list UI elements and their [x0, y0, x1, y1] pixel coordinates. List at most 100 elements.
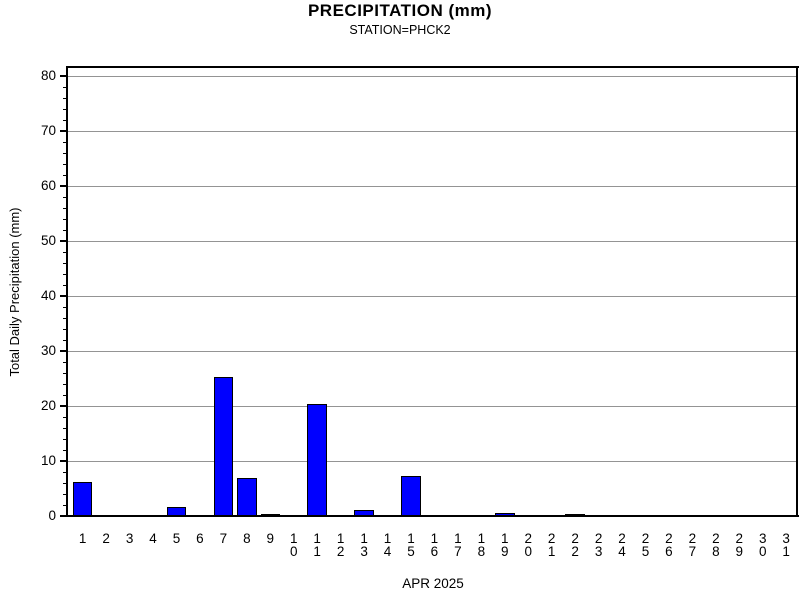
x-tick-label-17: 1 7	[454, 531, 462, 559]
y-major-tick-70	[60, 130, 68, 132]
bar-day-7	[213, 377, 234, 517]
x-tick-label-12: 1 2	[336, 531, 345, 559]
y-minor-tick	[63, 372, 68, 374]
x-tick-label-27: 2 7	[688, 531, 697, 559]
y-tick-label-30: 30	[40, 343, 56, 358]
x-tick-label-14: 1 4	[383, 531, 392, 559]
x-tick-label-18: 1 8	[477, 531, 486, 559]
x-tick-label-28: 2 8	[712, 531, 720, 559]
y-minor-tick	[63, 416, 68, 418]
y-minor-tick	[63, 97, 68, 99]
x-tick-label-10: 1 0	[289, 531, 298, 559]
y-minor-tick	[63, 427, 68, 429]
x-tick-label-31: 3 1	[782, 531, 790, 559]
y-minor-tick	[63, 317, 68, 319]
bar-day-1	[72, 482, 93, 517]
bar-day-8	[237, 477, 257, 517]
y-minor-tick	[63, 174, 68, 176]
y-minor-tick	[63, 207, 68, 209]
y-minor-tick	[63, 119, 68, 121]
y-major-tick-50	[60, 240, 68, 242]
y-minor-tick	[63, 163, 68, 165]
y-minor-tick	[63, 504, 68, 506]
y-minor-tick	[63, 449, 68, 451]
y-minor-tick	[63, 273, 68, 275]
gridline-70	[68, 130, 797, 132]
gridline-50	[68, 240, 797, 242]
x-tick-label-16: 1 6	[430, 531, 439, 559]
y-tick-label-40: 40	[40, 288, 56, 303]
gridline-20	[68, 405, 797, 407]
y-minor-tick	[63, 438, 68, 440]
x-tick-label-29: 2 9	[735, 531, 744, 559]
chart-subtitle: STATION=PHCK2	[349, 23, 451, 37]
y-minor-tick	[63, 141, 68, 143]
bar-day-15	[401, 475, 421, 517]
y-tick-label-0: 0	[48, 508, 56, 523]
y-tick-label-60: 60	[40, 178, 56, 193]
x-tick-label-3: 3	[125, 531, 134, 546]
y-tick-label-20: 20	[40, 398, 56, 413]
gridline-40	[68, 295, 797, 297]
x-tick-label-6: 6	[196, 531, 204, 546]
y-axis-line	[66, 66, 68, 517]
y-major-tick-10	[60, 460, 68, 462]
y-minor-tick	[63, 493, 68, 495]
y-minor-tick	[63, 152, 68, 154]
y-minor-tick	[63, 394, 68, 396]
y-tick-label-10: 10	[40, 453, 56, 468]
x-tick-label-26: 2 6	[665, 531, 673, 559]
y-minor-tick	[63, 471, 68, 473]
x-tick-label-1: 1	[78, 531, 87, 546]
gridline-10	[68, 460, 797, 462]
x-tick-label-21: 2 1	[547, 531, 556, 559]
bar-day-11	[307, 404, 327, 517]
y-tick-label-50: 50	[40, 233, 56, 248]
y-minor-tick	[63, 86, 68, 88]
gridline-30	[68, 350, 797, 352]
x-tick-label-22: 2 2	[571, 531, 579, 559]
y-minor-tick	[63, 361, 68, 363]
y-major-tick-30	[60, 350, 68, 352]
gridline-80	[68, 75, 797, 77]
x-tick-label-13: 1 3	[360, 531, 368, 559]
y-minor-tick	[63, 284, 68, 286]
y-minor-tick	[63, 328, 68, 330]
y-tick-label-70: 70	[40, 123, 56, 138]
y-major-tick-20	[60, 405, 68, 407]
x-tick-label-2: 2	[102, 531, 110, 546]
x-tick-label-24: 2 4	[618, 531, 626, 559]
y-major-tick-80	[60, 75, 68, 77]
x-tick-label-5: 5	[172, 531, 181, 546]
y-major-tick-40	[60, 295, 68, 297]
y-major-tick-0	[60, 515, 68, 517]
y-minor-tick	[63, 339, 68, 341]
y-major-tick-60	[60, 185, 68, 187]
x-tick-label-11: 1 1	[313, 531, 321, 559]
y-minor-tick	[63, 229, 68, 231]
x-tick-label-20: 2 0	[524, 531, 532, 559]
y-minor-tick	[63, 306, 68, 308]
x-tick-label-30: 3 0	[758, 531, 767, 559]
x-tick-label-7: 7	[219, 531, 228, 546]
x-tick-label-9: 9	[266, 531, 275, 546]
y-minor-tick	[63, 383, 68, 385]
x-axis-line	[66, 515, 799, 517]
x-tick-label-25: 2 5	[641, 531, 650, 559]
y-minor-tick	[63, 218, 68, 220]
x-tick-label-8: 8	[243, 531, 251, 546]
x-tick-label-4: 4	[149, 531, 157, 546]
gridline-60	[68, 185, 797, 187]
frame-right	[796, 66, 798, 517]
y-minor-tick	[63, 108, 68, 110]
frame-top	[66, 66, 799, 68]
y-tick-label-80: 80	[40, 68, 56, 83]
x-tick-label-19: 1 9	[501, 531, 509, 559]
x-tick-label-15: 1 5	[407, 531, 415, 559]
y-minor-tick	[63, 251, 68, 253]
y-minor-tick	[63, 482, 68, 484]
x-tick-label-23: 2 3	[594, 531, 603, 559]
y-minor-tick	[63, 196, 68, 198]
x-axis-title: APR 2025	[402, 576, 464, 591]
